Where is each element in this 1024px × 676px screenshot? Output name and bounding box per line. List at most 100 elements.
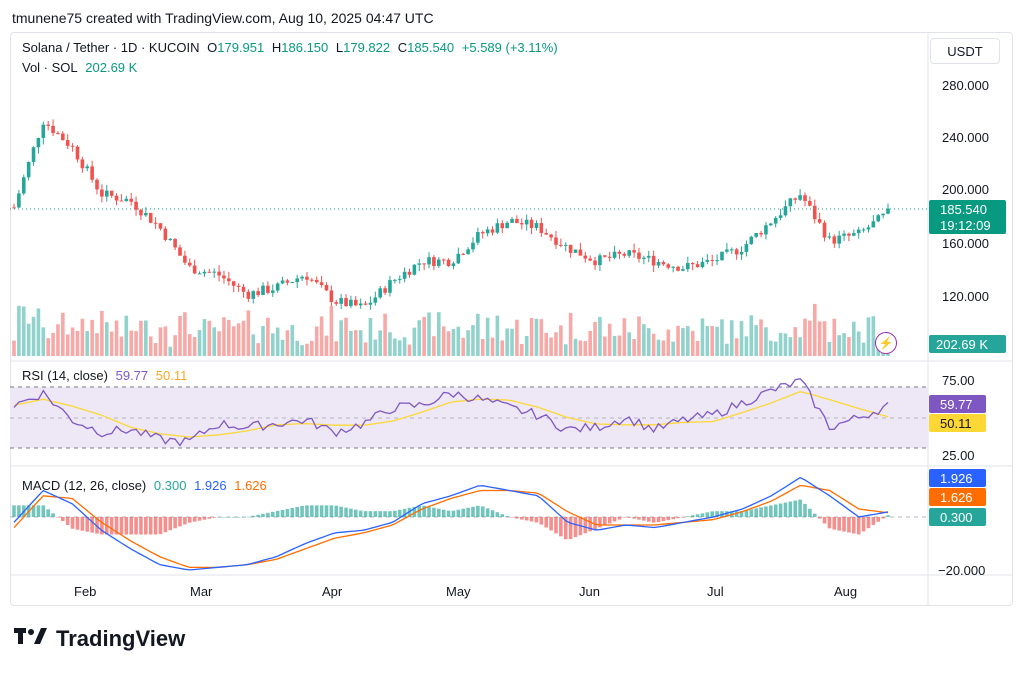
volume-bar xyxy=(178,316,182,356)
candle-body xyxy=(471,242,475,250)
volume-bar xyxy=(559,325,563,356)
volume-bar xyxy=(700,318,705,356)
candle-body xyxy=(144,213,148,216)
volume-bar xyxy=(783,333,788,356)
macd-histogram-bar xyxy=(236,517,241,518)
macd-histogram-bar xyxy=(407,507,412,517)
macd-histogram-bar xyxy=(212,517,216,518)
volume-bar xyxy=(817,321,822,356)
currency-button[interactable]: USDT xyxy=(930,38,1000,64)
macd-histogram-bar xyxy=(109,517,114,535)
volume-bar xyxy=(339,320,343,356)
candle-body xyxy=(822,222,827,238)
candle-body xyxy=(637,252,641,259)
macd-histogram-bar xyxy=(436,508,441,517)
volume-bar xyxy=(646,328,651,356)
candle-body xyxy=(871,221,876,228)
candle-body xyxy=(158,223,163,229)
macd-histogram-bar xyxy=(534,517,539,523)
candle-body xyxy=(236,285,241,287)
bar-countdown: 19:12:09 xyxy=(940,218,991,233)
macd-histogram-bar xyxy=(441,509,446,517)
volume-bar xyxy=(607,323,612,356)
macd-histogram-bar xyxy=(544,517,549,528)
candle-body xyxy=(436,259,441,267)
volume-bar xyxy=(490,337,495,356)
volume-bar xyxy=(441,326,446,356)
candle-body xyxy=(612,251,617,258)
macd-signal-value: 1.626 xyxy=(234,478,267,493)
volume-bar xyxy=(51,333,55,356)
candle-body xyxy=(373,297,378,303)
macd-histogram-bar xyxy=(519,517,524,520)
candle-body xyxy=(441,259,446,261)
volume-bar xyxy=(12,340,16,356)
volume-bar xyxy=(222,317,226,356)
macd-histogram-bar xyxy=(168,517,173,531)
volume-bar xyxy=(500,340,505,356)
volume-bar xyxy=(661,340,666,356)
candle-body xyxy=(886,208,890,214)
macd-histogram-bar xyxy=(490,510,495,517)
rsi-tick: 75.00 xyxy=(942,373,975,388)
volume-bar xyxy=(603,336,607,356)
volume-bar xyxy=(832,318,837,356)
signal-value-badge xyxy=(929,488,986,506)
volume-bar xyxy=(70,327,75,356)
macd-histogram-bar xyxy=(397,509,402,517)
macd-lines xyxy=(12,476,890,571)
symbol-title[interactable]: Solana / Tether · 1D · KUCOIN xyxy=(22,40,200,55)
macd-histogram-bar xyxy=(187,517,192,523)
macd-histogram-bar xyxy=(217,517,221,518)
candle-body xyxy=(466,249,470,255)
candle-body xyxy=(554,237,558,245)
volume-bar xyxy=(349,330,353,356)
volume-bar xyxy=(65,334,70,356)
macd-histogram-bar xyxy=(524,517,529,521)
high-value: 186.150 xyxy=(281,40,329,55)
close-value: 185.540 xyxy=(407,40,455,55)
flash-icon[interactable]: ⚡ xyxy=(875,332,897,354)
volume-bar xyxy=(754,325,758,356)
volume-bar xyxy=(163,326,168,356)
volume-bar xyxy=(534,318,539,356)
rsi-label[interactable]: RSI (14, close) xyxy=(22,368,108,383)
volume-bar xyxy=(373,339,378,356)
volume-bar xyxy=(651,333,656,356)
candle-body xyxy=(148,213,153,223)
candle-body xyxy=(368,302,373,305)
volume-bar xyxy=(480,338,485,356)
volume-bar xyxy=(300,345,304,356)
volume-bar xyxy=(256,343,260,356)
macd-histogram-bar xyxy=(61,517,65,522)
candle-body xyxy=(246,291,251,299)
volume-bar xyxy=(75,330,80,356)
candle-body xyxy=(617,251,622,254)
macd-macd-value: 1.926 xyxy=(194,478,227,493)
candle-body xyxy=(275,283,280,291)
candle-body xyxy=(798,195,802,200)
macd-histogram-bar xyxy=(642,517,646,521)
volume-bar xyxy=(852,321,856,356)
candle-body xyxy=(485,229,490,234)
candle-body xyxy=(754,232,758,237)
candle-body xyxy=(207,271,212,273)
macd-histogram-bar xyxy=(749,509,754,517)
macd-histogram-bar xyxy=(876,517,881,522)
candle-body xyxy=(705,259,710,262)
macd-histogram-bar xyxy=(637,517,641,520)
macd-histogram-bar xyxy=(471,506,475,517)
volume-bar xyxy=(95,333,99,356)
macd-histogram-bar xyxy=(817,517,822,519)
macd-histogram-bar xyxy=(495,512,500,517)
volume-label[interactable]: Vol · SOL xyxy=(22,60,78,75)
macd-label[interactable]: MACD (12, 26, close) xyxy=(22,478,147,493)
candle-body xyxy=(720,251,724,261)
candle-body xyxy=(90,166,94,180)
volume-bar xyxy=(319,316,324,356)
rsi-ma-line xyxy=(13,391,889,438)
macd-histogram-bar xyxy=(275,510,280,517)
macd-histogram-bar xyxy=(847,517,851,533)
macd-histogram-bar xyxy=(129,517,133,535)
